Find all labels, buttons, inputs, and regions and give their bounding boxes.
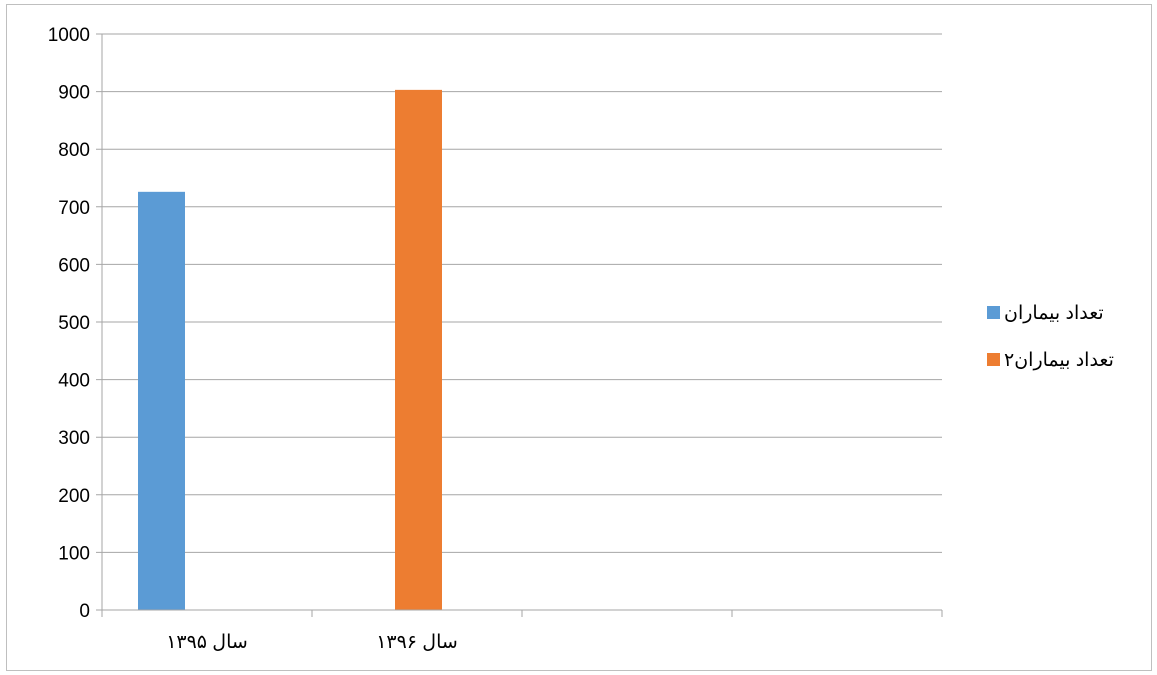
y-tick-label: 200 xyxy=(58,486,90,507)
y-tick-label: 900 xyxy=(58,83,90,104)
category-label: سال ۱۳۹۶ xyxy=(376,632,458,653)
bar xyxy=(395,89,442,610)
y-tick-label: 500 xyxy=(58,313,90,334)
legend-label: تعداد بیماران xyxy=(1004,303,1104,324)
y-tick-label: 700 xyxy=(58,198,90,219)
axes: 0 100 200 300 400 500 600 700 800 900 1000 سال ۱۳۹۵… xyxy=(48,25,943,653)
y-tick-label: 800 xyxy=(58,140,90,161)
y-tick-label: 100 xyxy=(58,543,90,564)
legend-swatch xyxy=(987,306,1000,319)
legend: تعداد بیماران تعداد بیماران۲ xyxy=(987,303,1114,371)
gridlines xyxy=(96,33,942,553)
y-tick-label: 1000 xyxy=(48,25,90,46)
bars xyxy=(138,89,442,610)
y-tick-label: 600 xyxy=(58,255,90,276)
y-tick-label: 400 xyxy=(58,371,90,392)
legend-label: تعداد بیماران۲ xyxy=(1004,350,1114,371)
y-tick-label: 0 xyxy=(79,601,90,622)
y-tick-label: 300 xyxy=(58,428,90,449)
category-label: سال ۱۳۹۵ xyxy=(166,632,248,653)
legend-swatch xyxy=(987,353,1000,366)
chart-frame xyxy=(6,4,1152,671)
bar xyxy=(138,191,185,610)
